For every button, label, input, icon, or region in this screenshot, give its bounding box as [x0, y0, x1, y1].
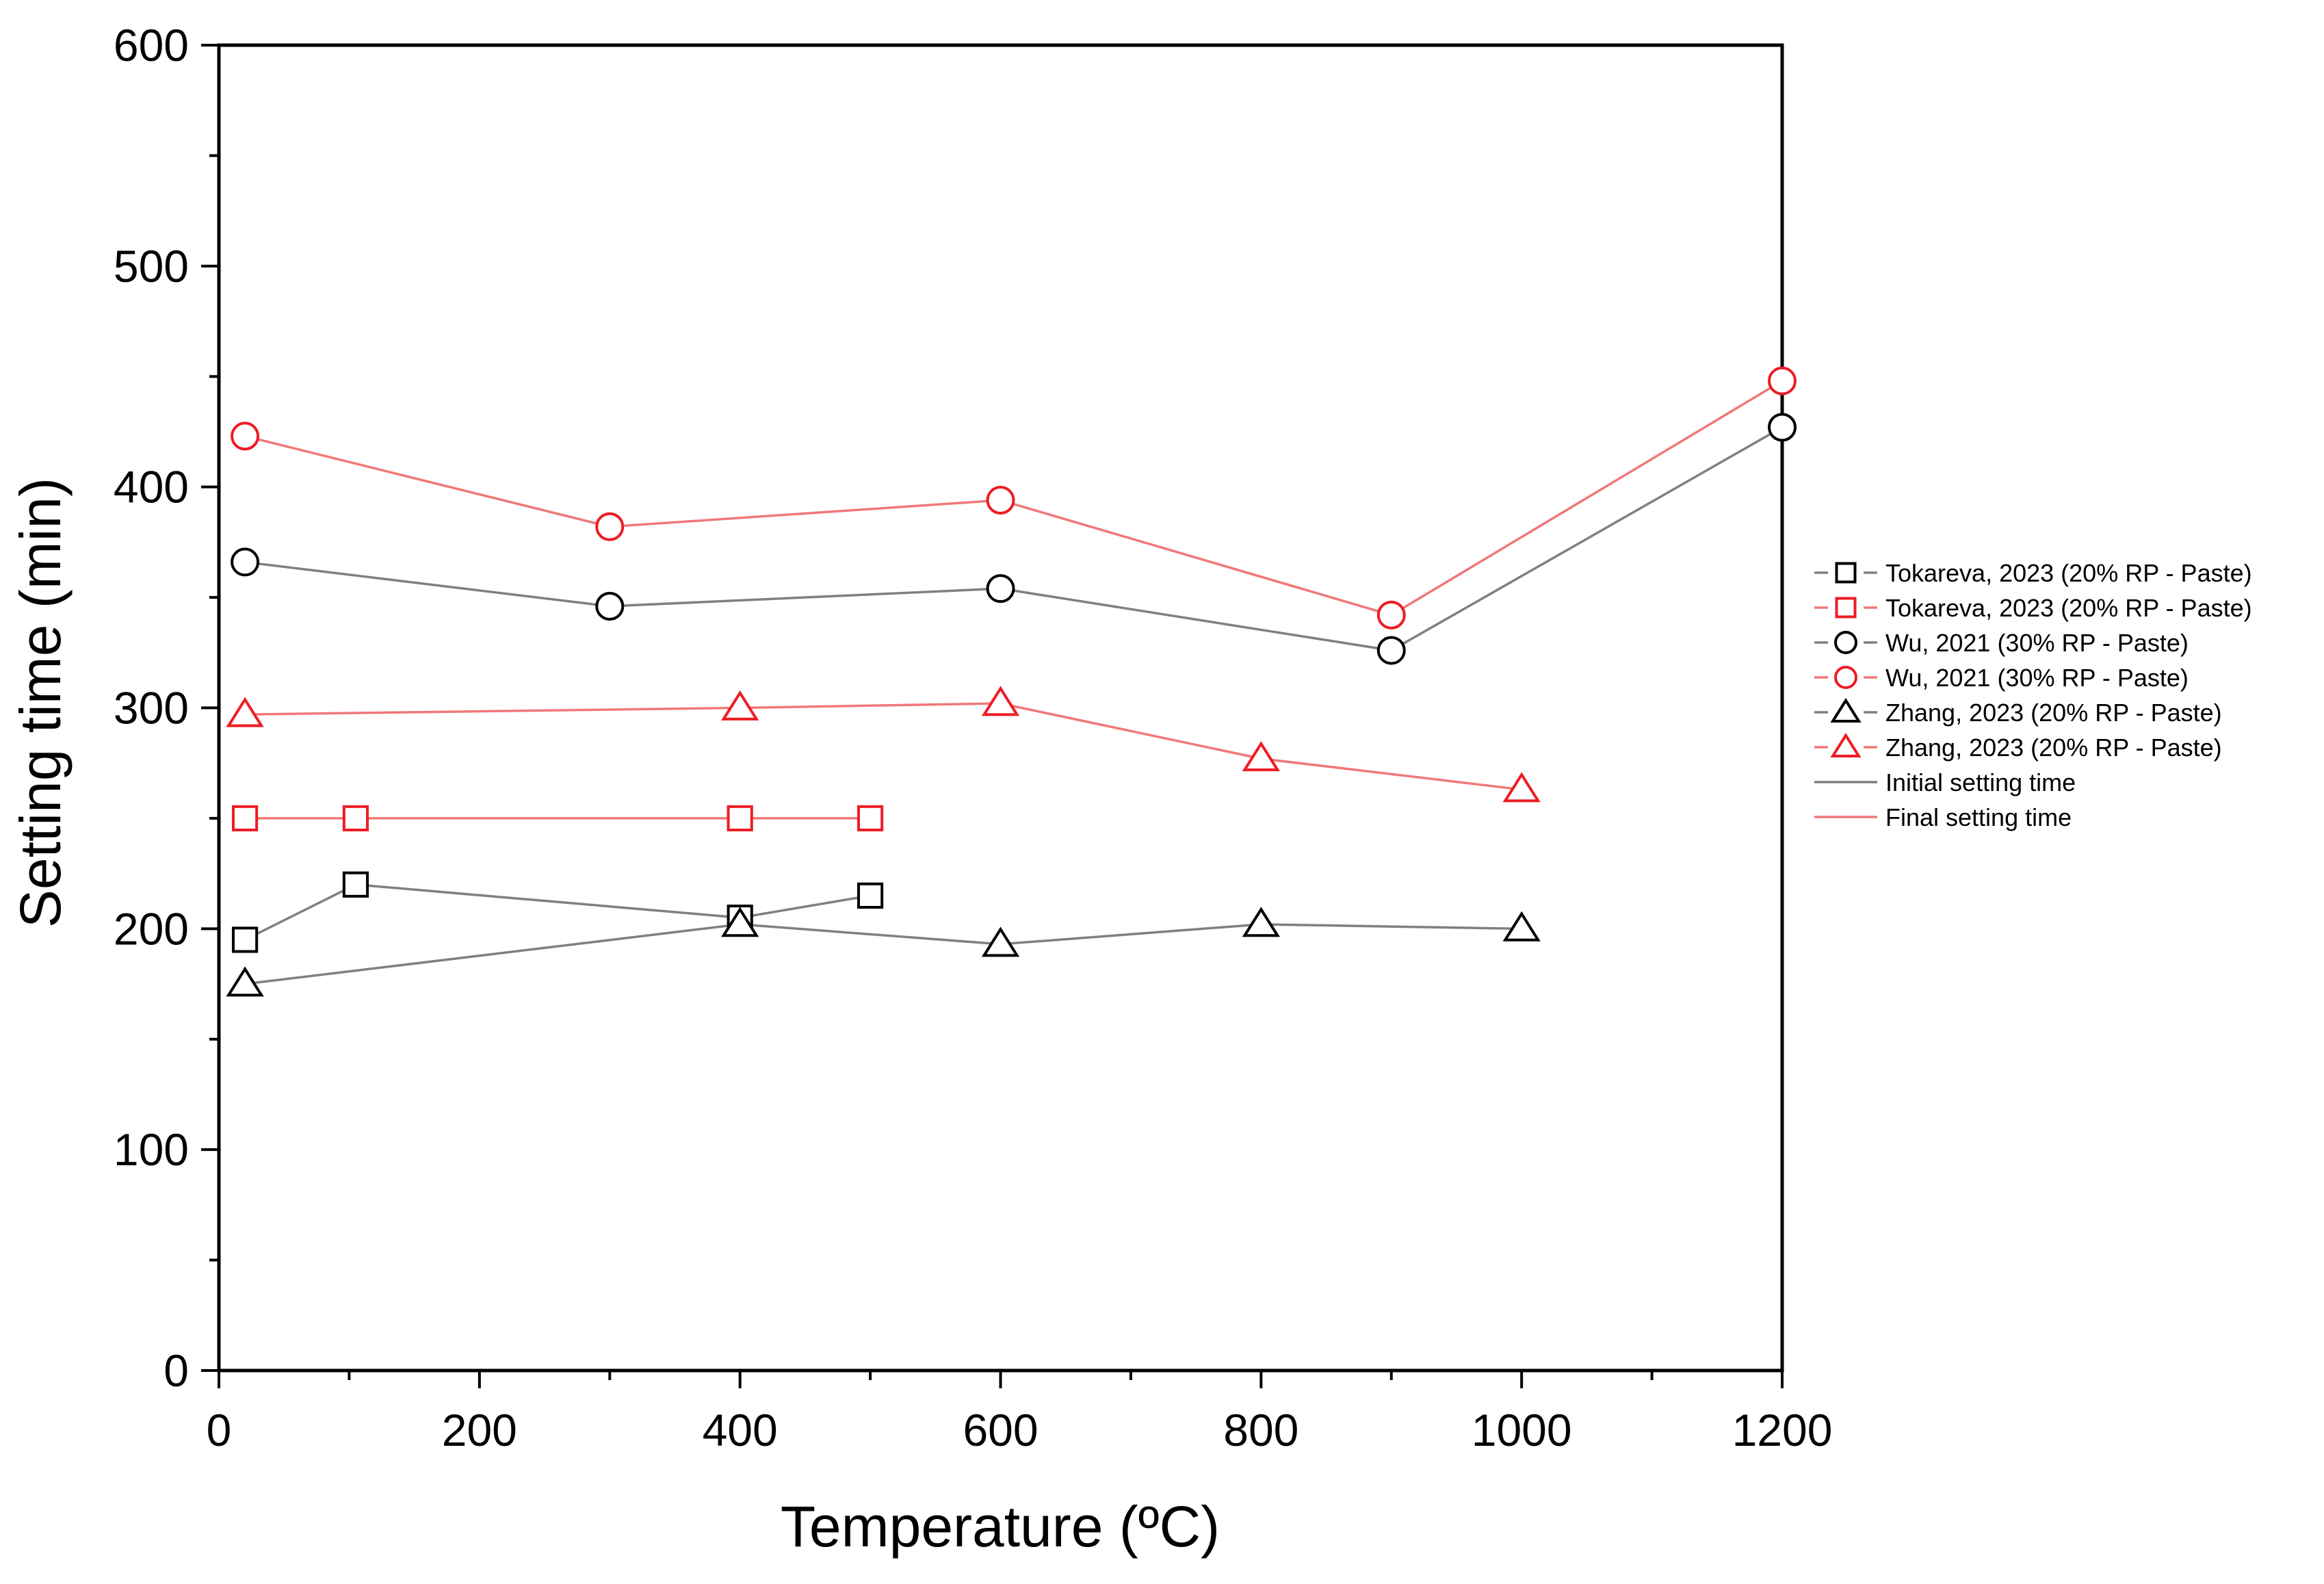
- y-tick-label: 200: [114, 903, 189, 954]
- series-line-initial-triangle: [244, 923, 1522, 985]
- legend-label: Initial setting time: [1885, 768, 2076, 796]
- legend: Tokareva, 2023 (20% RP - Paste) Tokareva,…: [1814, 559, 2252, 831]
- legend-marker-swatch: [1830, 732, 1862, 757]
- data-point-final-triangle: [1502, 772, 1541, 803]
- x-tick-label: 600: [963, 1405, 1038, 1455]
- legend-label: Zhang, 2023 (20% RP - Paste): [1885, 699, 2222, 727]
- data-point-final-circle: [986, 486, 1015, 515]
- legend-marker-swatch: [1835, 597, 1857, 619]
- legend-item: Final setting time: [1814, 803, 2072, 831]
- legend-item: Zhang, 2023 (20% RP - Paste): [1814, 697, 2222, 727]
- legend-item: Wu, 2021 (30% RP - Paste): [1814, 664, 2189, 692]
- data-point-initial-triangle: [981, 926, 1020, 957]
- y-tick-label: 600: [114, 20, 189, 70]
- legend-item: Tokareva, 2023 (20% RP - Paste): [1814, 594, 2252, 622]
- data-point-initial-triangle: [721, 907, 759, 937]
- legend-label: Final setting time: [1885, 803, 2072, 831]
- legend-marker-swatch: [1834, 631, 1857, 654]
- series-lines-group: [244, 380, 1783, 985]
- y-tick-label: 400: [114, 462, 189, 512]
- legend-item: Zhang, 2023 (20% RP - Paste): [1814, 732, 2222, 762]
- x-tick-label: 400: [703, 1405, 778, 1455]
- legend-label: Wu, 2021 (30% RP - Paste): [1885, 664, 2189, 692]
- data-point-final-square: [727, 805, 753, 832]
- legend-label: Tokareva, 2023 (20% RP - Paste): [1885, 559, 2252, 587]
- x-tick-label: 800: [1223, 1405, 1298, 1455]
- data-point-final-circle: [595, 512, 625, 541]
- data-point-final-circle: [231, 421, 260, 451]
- legend-label: Wu, 2021 (30% RP - Paste): [1885, 629, 2189, 657]
- data-point-initial-circle: [231, 547, 260, 577]
- data-point-final-triangle: [1242, 741, 1280, 772]
- series-line-initial-circle: [244, 426, 1783, 652]
- legend-item: Tokareva, 2023 (20% RP - Paste): [1814, 559, 2252, 587]
- axes-group: 0 200 400 600 800 1000 1200 0 100 200 300 400 500 600: [114, 20, 1833, 1455]
- y-tick-label: 0: [164, 1345, 189, 1396]
- data-point-initial-square: [857, 882, 884, 909]
- data-point-initial-circle: [1376, 636, 1406, 665]
- series-line-final-triangle: [245, 702, 1522, 791]
- series-markers-group: [226, 366, 1797, 997]
- x-tick-label: 1000: [1472, 1405, 1572, 1455]
- data-point-initial-circle: [595, 591, 625, 621]
- data-point-initial-circle: [1768, 413, 1797, 442]
- data-point-initial-triangle: [226, 966, 264, 997]
- data-point-final-triangle: [721, 690, 759, 720]
- y-axis-title: Setting time (min): [8, 478, 73, 928]
- data-point-initial-triangle: [1242, 907, 1280, 937]
- y-tick-label: 500: [114, 241, 189, 291]
- legend-label: Zhang, 2023 (20% RP - Paste): [1885, 733, 2222, 762]
- x-axis-title: Temperature (ºC): [781, 1494, 1220, 1559]
- data-point-final-square: [857, 805, 884, 832]
- x-tick-label: 200: [442, 1405, 517, 1455]
- y-tick-label: 300: [114, 683, 189, 733]
- data-point-initial-square: [231, 926, 259, 953]
- data-point-initial-triangle: [1502, 911, 1541, 942]
- data-point-final-circle: [1768, 366, 1797, 395]
- data-point-initial-circle: [986, 574, 1015, 603]
- y-tick-label: 100: [114, 1124, 189, 1175]
- legend-marker-swatch: [1830, 697, 1862, 723]
- data-point-final-circle: [1376, 600, 1406, 629]
- series-line-initial-square: [244, 883, 871, 942]
- x-tick-label: 1200: [1732, 1405, 1833, 1455]
- data-point-final-square: [231, 805, 259, 832]
- legend-label: Tokareva, 2023 (20% RP - Paste): [1885, 594, 2252, 622]
- legend-item: Initial setting time: [1814, 768, 2076, 796]
- data-point-final-triangle: [981, 686, 1020, 716]
- x-tick-label: 0: [207, 1405, 232, 1455]
- legend-marker-swatch: [1834, 666, 1857, 689]
- legend-marker-swatch: [1835, 562, 1857, 584]
- data-point-final-square: [342, 805, 369, 832]
- data-point-final-triangle: [226, 697, 264, 727]
- data-point-initial-square: [342, 871, 369, 898]
- legend-item: Wu, 2021 (30% RP - Paste): [1814, 629, 2189, 657]
